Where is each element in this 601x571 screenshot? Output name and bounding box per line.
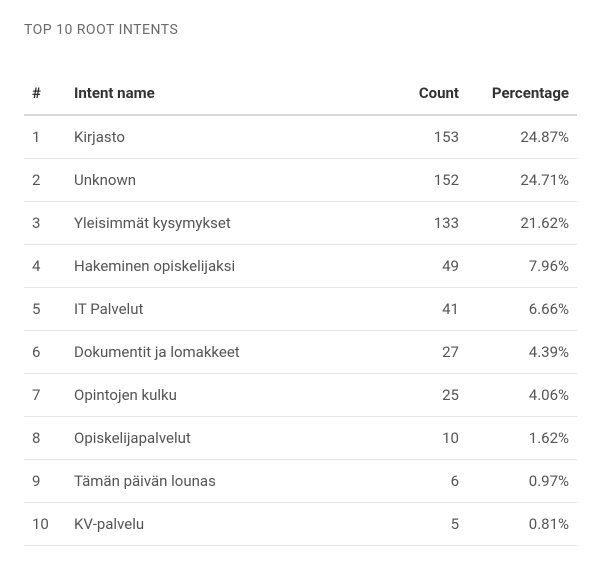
cell-intent-name: IT Palvelut [66, 288, 387, 331]
table-row: 3Yleisimmät kysymykset13321.62% [24, 202, 577, 245]
cell-count: 6 [387, 460, 467, 503]
cell-index: 1 [24, 115, 66, 159]
intents-table: # Intent name Count Percentage 1Kirjasto… [24, 72, 577, 546]
cell-intent-name: Unknown [66, 159, 387, 202]
cell-count: 5 [387, 503, 467, 546]
cell-index: 7 [24, 374, 66, 417]
cell-index: 4 [24, 245, 66, 288]
cell-index: 3 [24, 202, 66, 245]
cell-index: 5 [24, 288, 66, 331]
cell-intent-name: KV-palvelu [66, 503, 387, 546]
cell-intent-name: Hakeminen opiskelijaksi [66, 245, 387, 288]
table-row: 6Dokumentit ja lomakkeet274.39% [24, 331, 577, 374]
cell-count: 25 [387, 374, 467, 417]
table-row: 8Opiskelijapalvelut101.62% [24, 417, 577, 460]
column-header-percentage: Percentage [467, 72, 577, 115]
cell-count: 27 [387, 331, 467, 374]
cell-intent-name: Opiskelijapalvelut [66, 417, 387, 460]
cell-count: 152 [387, 159, 467, 202]
table-row: 5IT Palvelut416.66% [24, 288, 577, 331]
cell-percentage: 0.97% [467, 460, 577, 503]
cell-intent-name: Kirjasto [66, 115, 387, 159]
intents-card: TOP 10 ROOT INTENTS # Intent name Count … [0, 0, 601, 571]
cell-percentage: 24.87% [467, 115, 577, 159]
cell-percentage: 1.62% [467, 417, 577, 460]
cell-index: 6 [24, 331, 66, 374]
cell-count: 41 [387, 288, 467, 331]
table-row: 10KV-palvelu50.81% [24, 503, 577, 546]
column-header-name: Intent name [66, 72, 387, 115]
column-header-count: Count [387, 72, 467, 115]
cell-percentage: 21.62% [467, 202, 577, 245]
cell-percentage: 6.66% [467, 288, 577, 331]
cell-percentage: 4.39% [467, 331, 577, 374]
cell-intent-name: Dokumentit ja lomakkeet [66, 331, 387, 374]
cell-percentage: 24.71% [467, 159, 577, 202]
cell-index: 10 [24, 503, 66, 546]
cell-count: 153 [387, 115, 467, 159]
cell-percentage: 4.06% [467, 374, 577, 417]
table-row: 9Tämän päivän lounas60.97% [24, 460, 577, 503]
cell-index: 2 [24, 159, 66, 202]
table-row: 7Opintojen kulku254.06% [24, 374, 577, 417]
cell-percentage: 0.81% [467, 503, 577, 546]
column-header-index: # [24, 72, 66, 115]
card-title: TOP 10 ROOT INTENTS [24, 22, 577, 38]
cell-intent-name: Opintojen kulku [66, 374, 387, 417]
table-header-row: # Intent name Count Percentage [24, 72, 577, 115]
cell-intent-name: Tämän päivän lounas [66, 460, 387, 503]
cell-index: 8 [24, 417, 66, 460]
table-row: 1Kirjasto15324.87% [24, 115, 577, 159]
cell-percentage: 7.96% [467, 245, 577, 288]
cell-index: 9 [24, 460, 66, 503]
cell-count: 49 [387, 245, 467, 288]
cell-count: 133 [387, 202, 467, 245]
table-row: 4Hakeminen opiskelijaksi497.96% [24, 245, 577, 288]
cell-intent-name: Yleisimmät kysymykset [66, 202, 387, 245]
cell-count: 10 [387, 417, 467, 460]
table-row: 2Unknown15224.71% [24, 159, 577, 202]
